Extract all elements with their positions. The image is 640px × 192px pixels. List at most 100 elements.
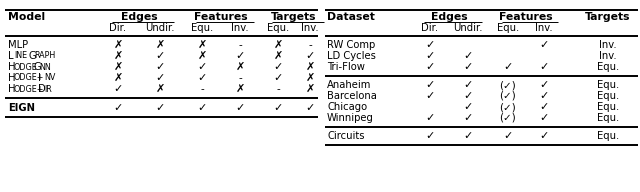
Text: Targets: Targets bbox=[585, 12, 631, 22]
Text: Dir.: Dir. bbox=[109, 23, 127, 33]
Text: ✓: ✓ bbox=[463, 131, 473, 141]
Text: NV: NV bbox=[44, 74, 56, 83]
Text: ✓: ✓ bbox=[197, 62, 207, 72]
Text: ✓: ✓ bbox=[236, 51, 244, 61]
Text: ✗: ✗ bbox=[113, 73, 123, 83]
Text: IR: IR bbox=[44, 84, 52, 94]
Text: ✓: ✓ bbox=[273, 103, 283, 113]
Text: ✓: ✓ bbox=[463, 80, 473, 90]
Text: ✓: ✓ bbox=[503, 62, 513, 72]
Text: H: H bbox=[8, 62, 15, 72]
Text: ✓: ✓ bbox=[540, 131, 548, 141]
Text: I: I bbox=[38, 73, 41, 83]
Text: D: D bbox=[38, 84, 45, 94]
Text: ✗: ✗ bbox=[156, 40, 164, 50]
Text: Dir.: Dir. bbox=[421, 23, 438, 33]
Text: Inv.: Inv. bbox=[599, 40, 617, 50]
Text: ✗: ✗ bbox=[156, 84, 164, 94]
Text: ✓: ✓ bbox=[463, 102, 473, 112]
Text: ✗: ✗ bbox=[197, 51, 207, 61]
Text: ✓: ✓ bbox=[503, 131, 513, 141]
Text: Inv.: Inv. bbox=[231, 23, 249, 33]
Text: Equ.: Equ. bbox=[497, 23, 519, 33]
Text: Edges: Edges bbox=[431, 12, 467, 22]
Text: Equ.: Equ. bbox=[597, 80, 619, 90]
Text: ✗: ✗ bbox=[273, 40, 283, 50]
Text: ✓: ✓ bbox=[305, 103, 315, 113]
Text: -: - bbox=[308, 40, 312, 50]
Text: ✗: ✗ bbox=[197, 40, 207, 50]
Text: -: - bbox=[238, 40, 242, 50]
Text: ✗: ✗ bbox=[305, 84, 315, 94]
Text: ✓: ✓ bbox=[540, 91, 548, 101]
Text: INE: INE bbox=[14, 51, 27, 60]
Text: -: - bbox=[200, 84, 204, 94]
Text: Equ.: Equ. bbox=[597, 102, 619, 112]
Text: Barcelona: Barcelona bbox=[327, 91, 377, 101]
Text: Anaheim: Anaheim bbox=[327, 80, 371, 90]
Text: RW Comp: RW Comp bbox=[327, 40, 375, 50]
Text: ✓: ✓ bbox=[463, 113, 473, 123]
Text: -: - bbox=[276, 84, 280, 94]
Text: Undir.: Undir. bbox=[145, 23, 175, 33]
Text: ✓: ✓ bbox=[540, 62, 548, 72]
Text: ✓: ✓ bbox=[197, 103, 207, 113]
Text: ✓: ✓ bbox=[426, 62, 435, 72]
Text: ✓: ✓ bbox=[540, 40, 548, 50]
Text: ODGE: ODGE bbox=[14, 63, 38, 71]
Text: ✗: ✗ bbox=[113, 62, 123, 72]
Text: LD Cycles: LD Cycles bbox=[327, 51, 376, 61]
Text: ✗: ✗ bbox=[113, 51, 123, 61]
Text: ✓: ✓ bbox=[156, 62, 164, 72]
Text: ✓: ✓ bbox=[540, 113, 548, 123]
Text: (✓): (✓) bbox=[500, 91, 516, 101]
Text: ✓: ✓ bbox=[426, 113, 435, 123]
Text: ✗: ✗ bbox=[236, 84, 244, 94]
Text: H: H bbox=[8, 84, 15, 94]
Text: ✓: ✓ bbox=[426, 91, 435, 101]
Text: ✓: ✓ bbox=[540, 80, 548, 90]
Text: Winnipeg: Winnipeg bbox=[327, 113, 374, 123]
Text: ODGE+: ODGE+ bbox=[14, 74, 44, 83]
Text: -: - bbox=[238, 73, 242, 83]
Text: ✓: ✓ bbox=[273, 73, 283, 83]
Text: G: G bbox=[28, 51, 36, 61]
Text: Targets: Targets bbox=[271, 12, 317, 22]
Text: ✓: ✓ bbox=[426, 40, 435, 50]
Text: Features: Features bbox=[194, 12, 248, 22]
Text: ✓: ✓ bbox=[463, 62, 473, 72]
Text: RAPH: RAPH bbox=[35, 51, 56, 60]
Text: ✓: ✓ bbox=[156, 51, 164, 61]
Text: EIGN: EIGN bbox=[8, 103, 35, 113]
Text: H: H bbox=[8, 73, 15, 83]
Text: ✓: ✓ bbox=[113, 84, 123, 94]
Text: ✓: ✓ bbox=[156, 73, 164, 83]
Text: ✓: ✓ bbox=[113, 103, 123, 113]
Text: Equ.: Equ. bbox=[597, 62, 619, 72]
Text: Equ.: Equ. bbox=[597, 131, 619, 141]
Text: Edges: Edges bbox=[121, 12, 157, 22]
Text: Features: Features bbox=[499, 12, 553, 22]
Text: Chicago: Chicago bbox=[327, 102, 367, 112]
Text: ✓: ✓ bbox=[426, 80, 435, 90]
Text: (✓): (✓) bbox=[500, 113, 516, 123]
Text: Undir.: Undir. bbox=[453, 23, 483, 33]
Text: Inv.: Inv. bbox=[599, 51, 617, 61]
Text: G: G bbox=[33, 62, 41, 72]
Text: ✗: ✗ bbox=[305, 62, 315, 72]
Text: L: L bbox=[8, 51, 13, 61]
Text: (✓): (✓) bbox=[500, 102, 516, 112]
Text: Equ.: Equ. bbox=[597, 91, 619, 101]
Text: ✗: ✗ bbox=[236, 62, 244, 72]
Text: ✓: ✓ bbox=[426, 51, 435, 61]
Text: Inv.: Inv. bbox=[535, 23, 553, 33]
Text: Equ.: Equ. bbox=[267, 23, 289, 33]
Text: ODGE+: ODGE+ bbox=[14, 84, 44, 94]
Text: ✓: ✓ bbox=[426, 131, 435, 141]
Text: ✓: ✓ bbox=[540, 102, 548, 112]
Text: ✓: ✓ bbox=[273, 62, 283, 72]
Text: MLP: MLP bbox=[8, 40, 28, 50]
Text: NN: NN bbox=[39, 63, 51, 71]
Text: ✓: ✓ bbox=[463, 51, 473, 61]
Text: ✗: ✗ bbox=[305, 73, 315, 83]
